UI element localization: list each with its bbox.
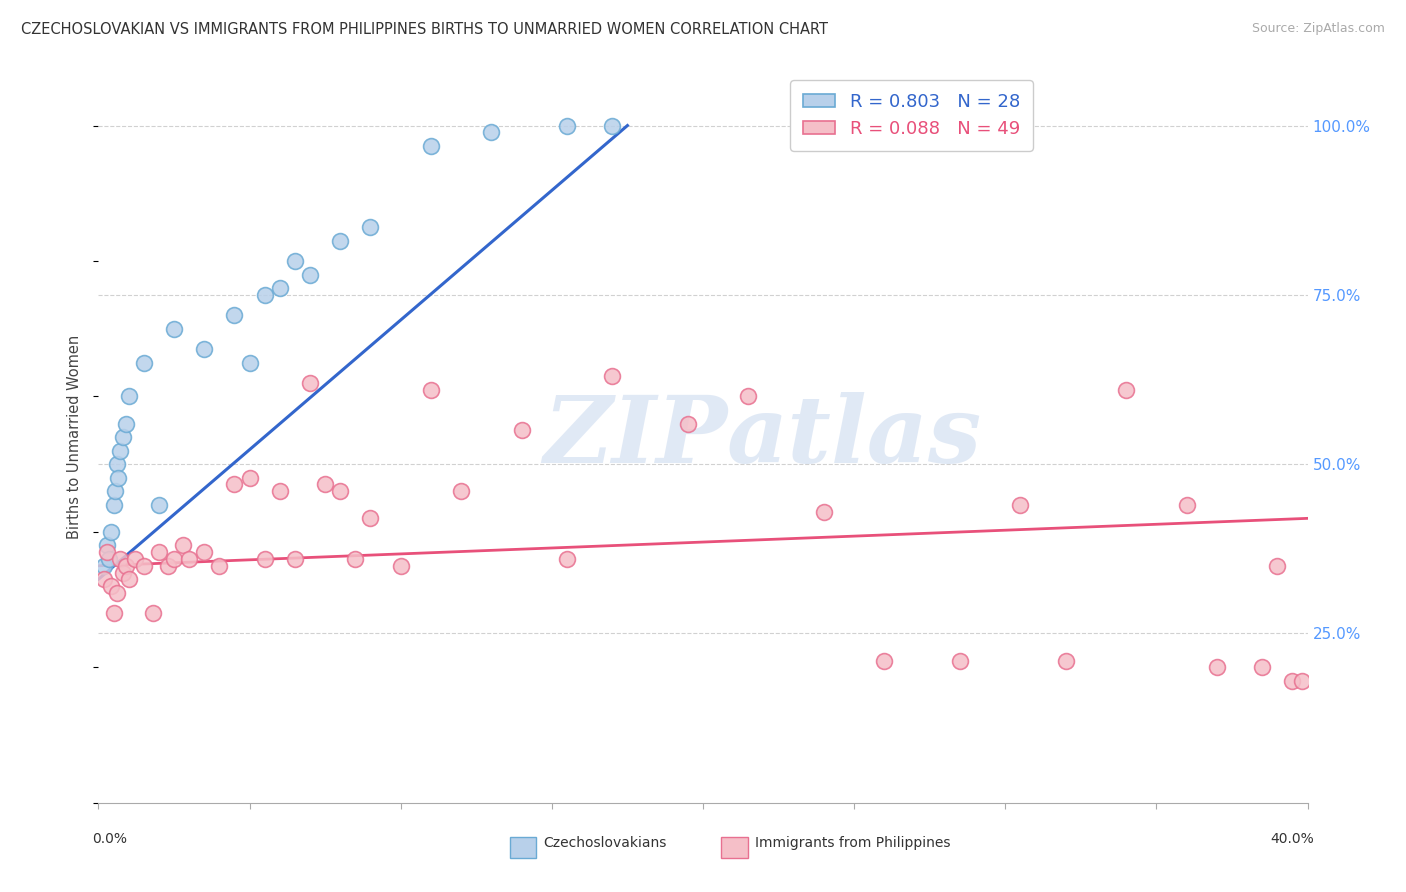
Point [314,477,336,491]
Point [360,511,382,525]
Point [269,484,291,499]
Point [481,125,503,139]
Point [114,417,136,431]
Point [107,471,129,485]
Point [108,443,131,458]
Point [1281,673,1303,688]
Text: Source: ZipAtlas.com: Source: ZipAtlas.com [1251,22,1385,36]
Text: Czechoslovakians: Czechoslovakians [543,836,666,850]
Point [602,119,624,133]
Point [104,484,127,499]
Point [1291,673,1313,688]
Point [108,552,131,566]
Point [118,389,141,403]
Point [148,498,170,512]
Point [239,355,262,369]
Point [1267,558,1289,573]
Point [93,572,115,586]
Point [224,308,246,322]
Bar [509,838,536,858]
Point [142,606,165,620]
Text: ZIP: ZIP [543,392,727,482]
Point [193,545,215,559]
Point [510,423,533,437]
Point [450,484,472,499]
Point [813,505,835,519]
Point [1115,383,1137,397]
Point [114,558,136,573]
Point [253,288,276,302]
Point [299,268,322,282]
Point [100,524,122,539]
Point [132,558,155,573]
Point [111,566,134,580]
Text: Immigrants from Philippines: Immigrants from Philippines [755,836,950,850]
Point [360,220,382,235]
Point [224,477,246,491]
Point [163,322,186,336]
Point [1206,660,1229,674]
Point [1054,654,1077,668]
Point [96,545,118,559]
Point [163,552,186,566]
Text: CZECHOSLOVAKIAN VS IMMIGRANTS FROM PHILIPPINES BIRTHS TO UNMARRIED WOMEN CORRELA: CZECHOSLOVAKIAN VS IMMIGRANTS FROM PHILI… [21,22,828,37]
Text: 0.0%: 0.0% [93,832,128,846]
Point [284,552,307,566]
Point [124,552,146,566]
Point [93,558,115,573]
Point [156,558,179,573]
Point [103,606,125,620]
Point [179,552,201,566]
Point [208,558,231,573]
Text: 40.0%: 40.0% [1270,832,1313,846]
Bar [721,838,748,858]
Point [329,484,352,499]
Point [284,254,307,268]
Point [132,355,155,369]
Point [420,383,443,397]
Point [239,471,262,485]
Point [949,654,972,668]
Point [344,552,367,566]
Text: atlas: atlas [727,392,983,482]
Point [676,417,699,431]
Point [602,369,624,384]
Point [873,654,896,668]
Point [269,281,291,295]
Point [555,119,578,133]
Point [111,430,134,444]
Point [103,498,125,512]
Point [98,552,121,566]
Point [148,545,170,559]
Point [555,552,578,566]
Point [1175,498,1198,512]
Point [100,579,122,593]
Point [299,376,322,390]
Point [389,558,412,573]
Point [737,389,759,403]
Point [329,234,352,248]
Point [118,572,141,586]
Legend: R = 0.803   N = 28, R = 0.088   N = 49: R = 0.803 N = 28, R = 0.088 N = 49 [790,80,1032,151]
Point [1251,660,1274,674]
Point [420,139,443,153]
Point [1010,498,1032,512]
Point [193,342,215,356]
Point [105,586,128,600]
Point [105,457,128,471]
Point [172,538,194,552]
Point [96,538,118,552]
Y-axis label: Births to Unmarried Women: Births to Unmarried Women [67,335,83,539]
Point [253,552,276,566]
